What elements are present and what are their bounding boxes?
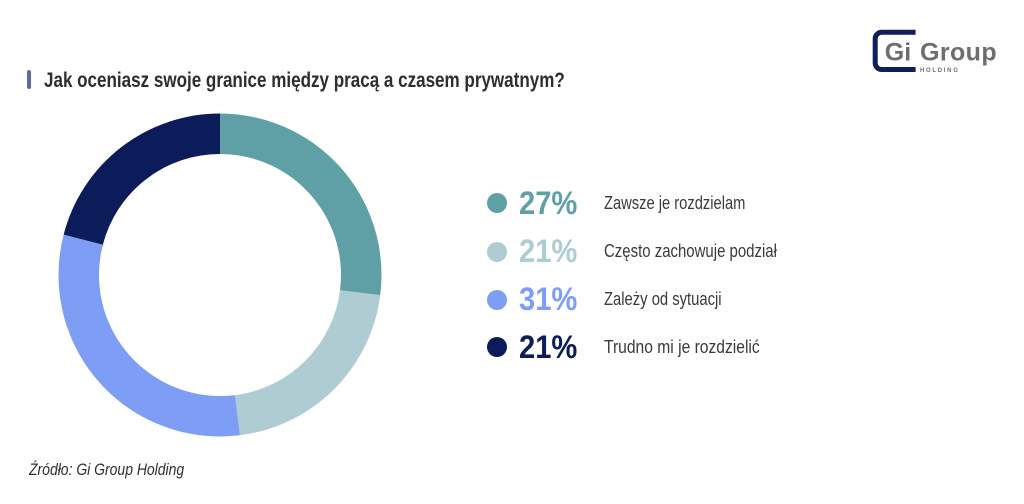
svg-text:Gi: Gi [885, 38, 911, 66]
svg-text:HOLDING: HOLDING [920, 68, 960, 74]
svg-text:Group: Group [920, 38, 997, 66]
